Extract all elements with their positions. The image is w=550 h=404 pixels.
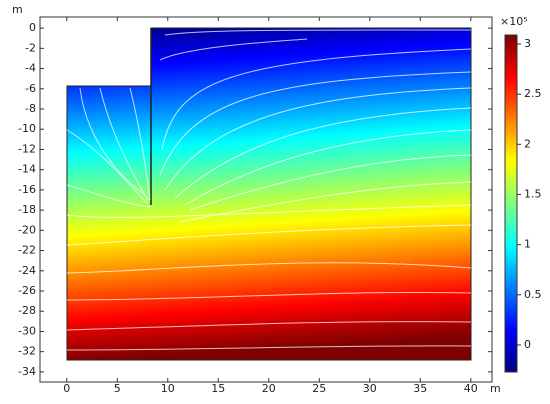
x-tick-label: 30	[363, 382, 377, 395]
x-tick-label: 40	[464, 382, 478, 395]
y-tick-label: -32	[18, 345, 36, 358]
y-tick-label: -4	[25, 62, 36, 75]
colorbar-tick-label: 2	[524, 137, 531, 150]
x-tick-label: 0	[63, 382, 70, 395]
y-tick-label: -20	[18, 223, 36, 236]
streamlines	[66, 29, 472, 351]
colorbar-tick-label: 1	[524, 238, 531, 251]
x-tick-label: 25	[312, 382, 326, 395]
y-tick-label: -30	[18, 324, 36, 337]
x-tick-label: 10	[161, 382, 175, 395]
y-tick-label: -26	[18, 284, 36, 297]
colorbar-tick-label: 3	[524, 37, 531, 50]
x-tick-label: 5	[114, 382, 121, 395]
x-axis-label: m	[490, 382, 501, 395]
y-tick-label: -16	[18, 183, 36, 196]
y-tick-label: 0	[29, 21, 36, 34]
colorbar	[504, 34, 518, 373]
y-tick-label: -10	[18, 122, 36, 135]
y-tick-label: -6	[25, 82, 36, 95]
colorbar-tick-label: 1.5	[524, 187, 542, 200]
y-tick-label: -12	[18, 142, 36, 155]
x-tick-label: 35	[413, 382, 427, 395]
colorbar-tick-label: 2.5	[524, 87, 542, 100]
y-tick-label: -18	[18, 203, 36, 216]
y-tick-label: -8	[25, 102, 36, 115]
y-tick-label: -14	[18, 163, 36, 176]
colorbar-label: ×10⁵	[500, 15, 528, 28]
y-axis-label: m	[12, 3, 23, 16]
y-tick-label: -24	[18, 264, 36, 277]
colorbar-tick-label: 0.5	[524, 288, 542, 301]
colorbar-tick-label: 0	[524, 338, 531, 351]
y-tick-label: -28	[18, 304, 36, 317]
y-tick-label: -22	[18, 244, 36, 257]
y-tick-label: -34	[18, 365, 36, 378]
x-tick-label: 20	[262, 382, 276, 395]
y-tick-label: -2	[25, 41, 36, 54]
x-tick-label: 15	[211, 382, 225, 395]
